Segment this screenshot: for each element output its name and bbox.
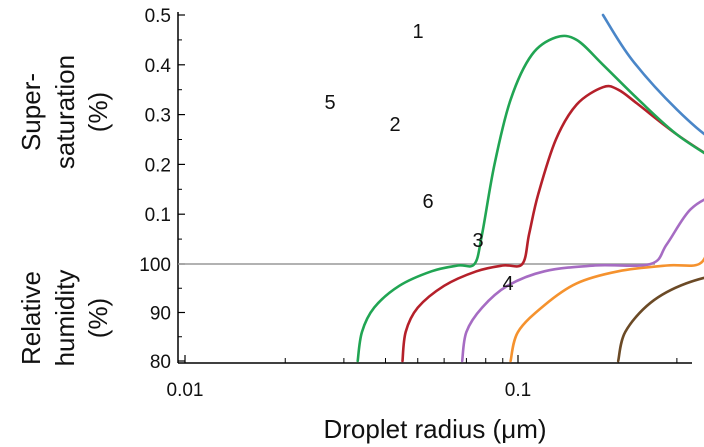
series-line-4 [616, 276, 704, 363]
series-line-2 [401, 84, 704, 363]
y-label-line: Relative [16, 271, 46, 365]
curve-label-1: 1 [412, 21, 423, 43]
series-line-6 [460, 198, 704, 363]
y-label-line: (%) [83, 92, 113, 132]
curves [356, 13, 704, 363]
y-label-line: humidity [50, 270, 80, 367]
curve-label-6: 6 [422, 191, 433, 213]
x-tick-label: 0.1 [505, 380, 531, 401]
y-label-line: saturation [50, 55, 80, 169]
series-line-5 [356, 34, 704, 363]
y-tick-label: 100 [139, 255, 171, 276]
y-tick-label: 90 [150, 304, 171, 325]
y-label-line: Super- [16, 73, 46, 151]
series-line-3 [509, 256, 704, 363]
x-axis-label: Droplet radius (μm) [323, 414, 546, 444]
lower-y-axis-label: Relative humidity (%) [16, 270, 113, 367]
y-tick-label: 0.3 [145, 106, 171, 127]
y-tick-label: 0.2 [145, 155, 171, 176]
curve-label-2: 2 [389, 114, 400, 136]
y-tick-label: 0.5 [145, 6, 171, 27]
curve-label-5: 5 [324, 92, 335, 114]
curve-labels: 1 2 34 5 6 [324, 21, 513, 295]
y-tick-label: 0.1 [145, 205, 171, 226]
y-tick-label: 80 [150, 352, 171, 373]
y-tick-label: 0.4 [145, 56, 172, 77]
curve-label-4: 4 [502, 273, 513, 295]
series-line-1 [601, 13, 704, 136]
y-label-line: (%) [83, 298, 113, 338]
curve-label-3: 3 [472, 230, 483, 252]
upper-y-axis-label: Super-saturation (%) [16, 55, 113, 169]
x-tick-label: 0.01 [167, 380, 204, 401]
